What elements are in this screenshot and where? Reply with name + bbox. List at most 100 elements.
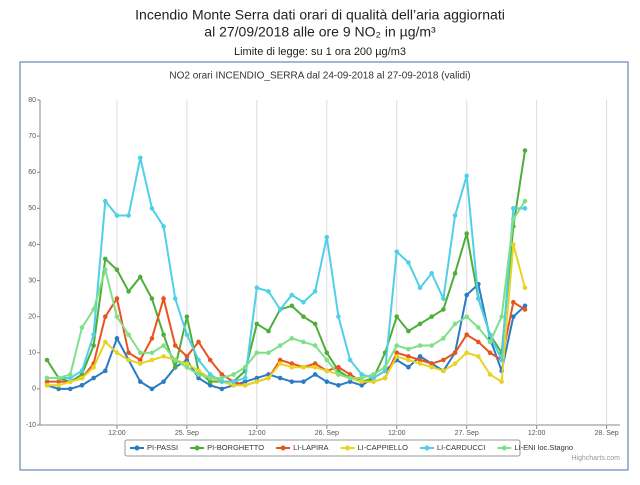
point — [114, 267, 120, 273]
point — [511, 206, 516, 211]
series-line — [46, 282, 526, 391]
point — [207, 375, 213, 381]
point — [184, 357, 190, 363]
point — [196, 375, 201, 381]
point — [406, 260, 411, 265]
point — [452, 350, 458, 356]
point — [511, 314, 516, 319]
point — [347, 372, 353, 377]
point — [149, 357, 155, 363]
point — [406, 364, 411, 370]
page-title: al 27/09/2018 alle ore 9 NO₂ in µg/m³ — [204, 24, 436, 40]
point — [441, 336, 446, 341]
point — [417, 321, 423, 327]
point — [184, 332, 190, 338]
point — [371, 379, 376, 384]
x-tick-label: 12:00 — [528, 430, 546, 437]
point — [137, 350, 143, 356]
point — [394, 249, 400, 254]
point — [91, 364, 96, 370]
point — [149, 296, 155, 301]
point — [499, 357, 504, 363]
point — [44, 382, 50, 388]
point — [102, 314, 108, 319]
point — [242, 364, 248, 370]
point — [207, 379, 213, 384]
page-title: Incendio Monte Serra dati orari di quali… — [135, 7, 505, 23]
point — [196, 339, 201, 345]
legend-label[interactable]: LI-CARDUCCI — [437, 443, 485, 452]
y-tick-label: 20 — [28, 314, 36, 321]
point — [336, 382, 341, 388]
point — [511, 242, 516, 247]
legend-swatch — [501, 445, 507, 451]
y-tick-label: 0 — [32, 386, 36, 393]
point — [312, 372, 318, 377]
point — [277, 307, 283, 312]
point — [394, 343, 400, 348]
point — [289, 361, 295, 366]
point — [114, 350, 120, 356]
point — [511, 299, 516, 305]
point — [452, 271, 458, 276]
legend-label[interactable]: PI-BORGHETTO — [207, 443, 264, 452]
point — [126, 332, 131, 338]
point — [102, 198, 108, 204]
legend-label[interactable]: LI-LAPIRA — [293, 443, 328, 452]
point — [429, 364, 435, 370]
point — [266, 375, 271, 381]
point — [231, 382, 236, 388]
point — [114, 314, 120, 319]
point — [172, 357, 178, 363]
y-tick-label: 30 — [28, 277, 36, 284]
point — [476, 354, 481, 359]
point — [56, 375, 61, 381]
y-tick-label: 80 — [28, 97, 36, 104]
point — [382, 368, 388, 374]
point — [161, 343, 166, 348]
point — [161, 224, 166, 229]
point — [382, 375, 388, 381]
legend-label[interactable]: LI-CAPPIELLO — [358, 443, 409, 452]
point — [91, 375, 96, 381]
point — [464, 173, 469, 179]
x-tick-label: 26. Sep — [315, 430, 339, 437]
point — [231, 379, 236, 384]
legend-label[interactable]: LI-ENI loc.Stagno — [514, 443, 573, 452]
point — [452, 361, 458, 366]
y-tick-label: 10 — [28, 350, 36, 357]
point — [102, 368, 108, 374]
point — [79, 368, 85, 374]
point — [172, 343, 178, 348]
point — [522, 206, 528, 211]
y-tick-label: -10 — [26, 422, 36, 429]
point — [219, 372, 225, 377]
legend-label[interactable]: PI-PASSI — [147, 443, 178, 452]
point — [289, 364, 295, 370]
point — [79, 325, 85, 330]
point — [68, 386, 73, 392]
point — [301, 379, 306, 384]
point — [464, 350, 469, 356]
point — [406, 346, 411, 352]
point — [417, 343, 423, 348]
point — [219, 375, 225, 381]
point — [511, 216, 516, 222]
point — [312, 343, 318, 348]
point — [184, 364, 190, 370]
point — [114, 336, 120, 341]
point — [184, 361, 190, 366]
point — [429, 271, 435, 276]
point — [289, 379, 295, 384]
x-tick-label: 12:00 — [108, 430, 126, 437]
legend-swatch — [424, 445, 430, 451]
point — [499, 314, 504, 319]
point — [126, 213, 131, 218]
point — [359, 379, 365, 384]
point — [406, 328, 411, 334]
point — [56, 382, 61, 388]
point — [102, 339, 108, 345]
legend-box — [124, 439, 521, 457]
point — [522, 198, 528, 204]
